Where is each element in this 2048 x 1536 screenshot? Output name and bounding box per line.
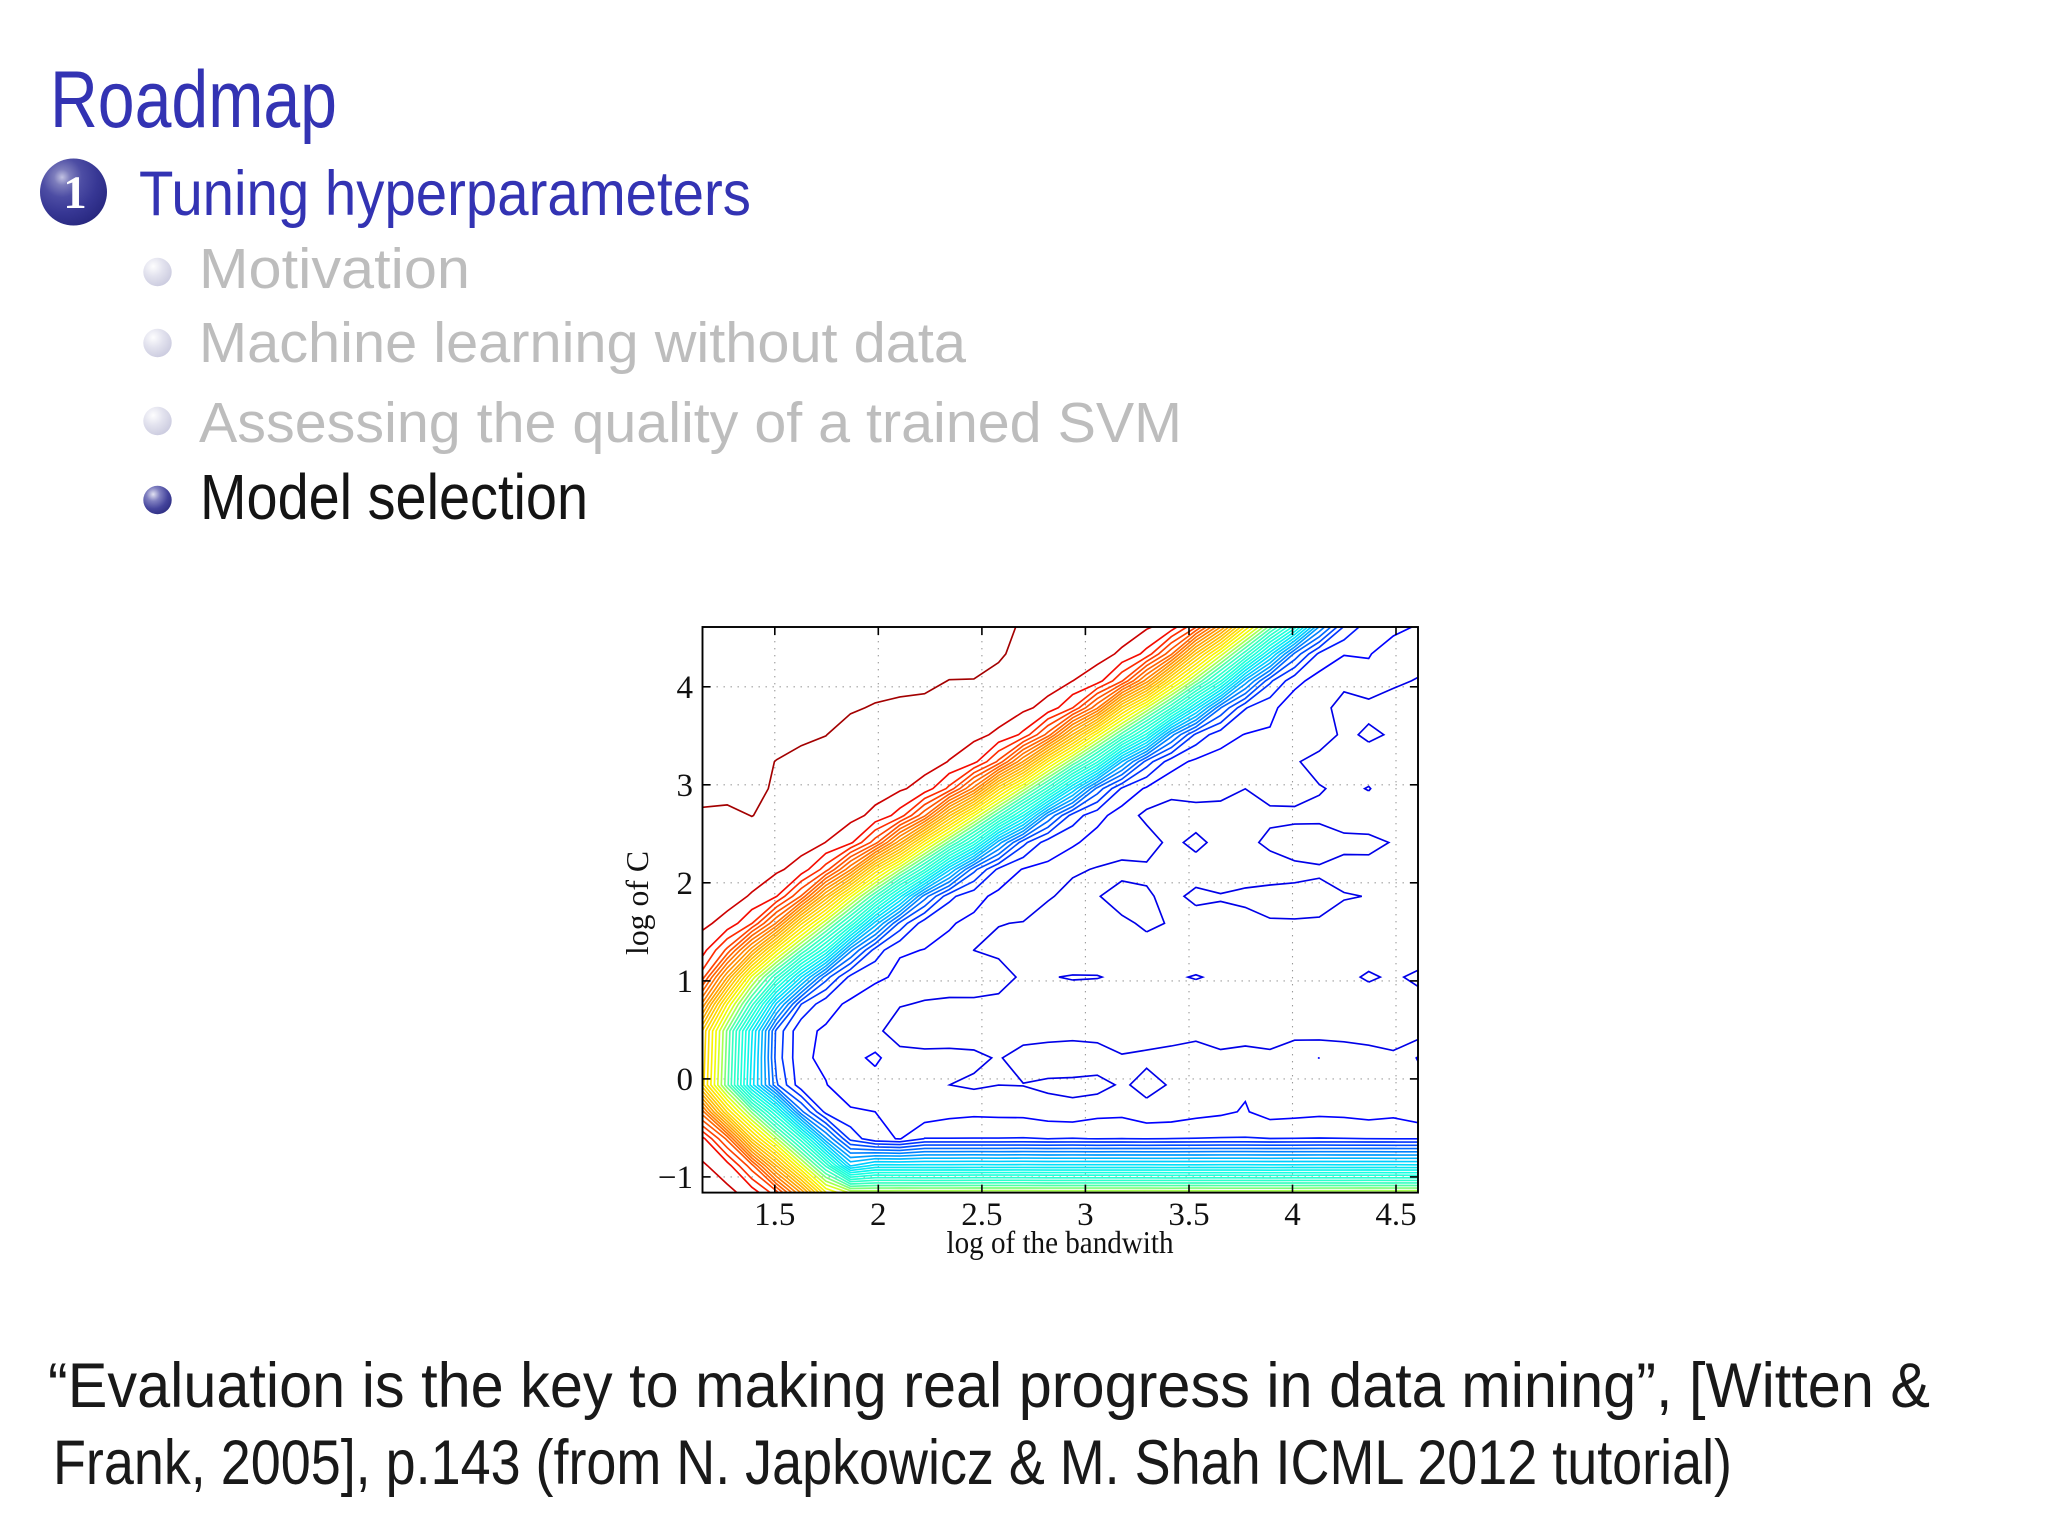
svg-text:1.5: 1.5 [754,1197,795,1233]
svg-text:Roadmap: Roadmap [50,55,337,145]
svg-text:Motivation: Motivation [199,237,470,301]
svg-text:2: 2 [870,1197,887,1233]
svg-text:2.5: 2.5 [961,1197,1002,1233]
svg-text:0: 0 [677,1062,694,1098]
svg-text:1: 1 [63,167,87,219]
svg-text:Machine learning without data: Machine learning without data [199,311,966,375]
svg-text:3: 3 [1077,1197,1094,1233]
svg-text:Model selection: Model selection [200,461,588,533]
svg-text:Assessing the quality of a tra: Assessing the quality of a trained SVM [199,391,1182,455]
svg-text:log of the bandwith: log of the bandwith [947,1224,1174,1260]
svg-text:2: 2 [677,866,694,902]
svg-text:3.5: 3.5 [1168,1197,1209,1233]
svg-text:log of C: log of C [619,851,655,955]
svg-text:4.5: 4.5 [1375,1197,1416,1233]
svg-text:Tuning hyperparameters: Tuning hyperparameters [139,159,751,229]
svg-text:4: 4 [1284,1197,1301,1233]
svg-text:1: 1 [677,964,694,1000]
svg-text:Frank, 2005], p.143 (from N. J: Frank, 2005], p.143 (from N. Japkowicz &… [53,1428,1732,1498]
svg-text:−1: −1 [658,1160,693,1196]
svg-text:3: 3 [677,768,694,804]
svg-text:4: 4 [677,670,694,706]
svg-text:“Evaluation is the key to maki: “Evaluation is the key to making real pr… [48,1351,1930,1421]
